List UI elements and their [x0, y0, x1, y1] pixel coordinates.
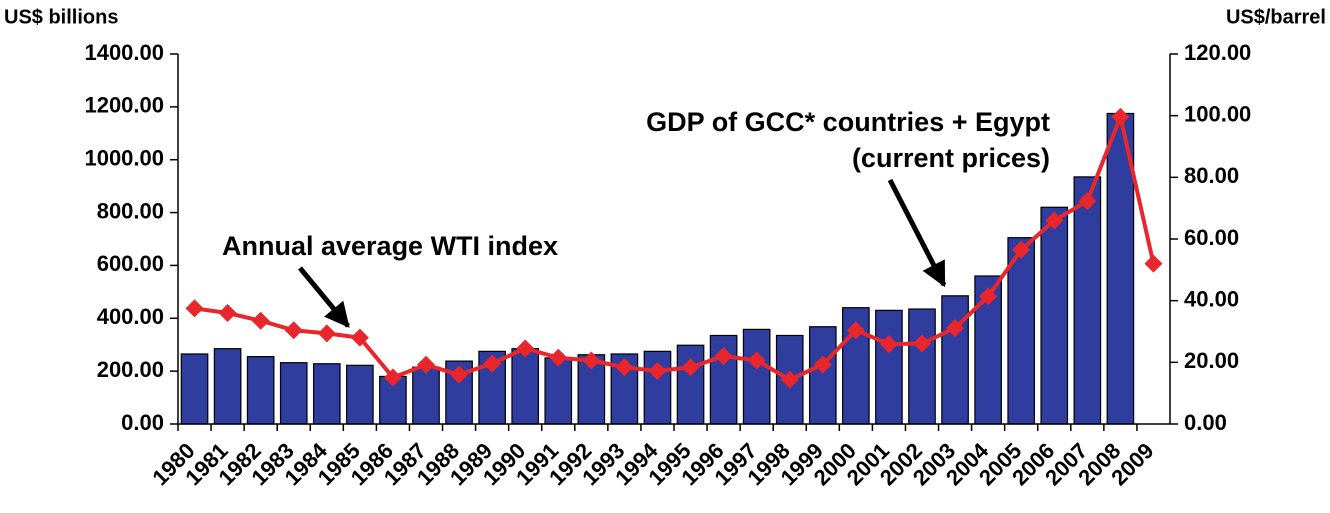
bar: [1007, 237, 1036, 425]
marker: [747, 351, 766, 370]
y2-axis-label: US$/barrel: [1226, 6, 1326, 28]
marker: [979, 287, 998, 306]
annotation-arrow: [887, 178, 947, 288]
marker: [516, 339, 535, 358]
marker: [648, 361, 667, 380]
marker: [251, 311, 270, 330]
y2-tick-label: 20.00: [1184, 348, 1239, 373]
y-tick-label: 600.00: [97, 251, 164, 276]
y-axis-label: US$ billions: [4, 6, 118, 28]
y-tick-label: 1000.00: [84, 146, 164, 171]
bar: [412, 366, 440, 425]
bar: [180, 353, 209, 425]
bar: [875, 309, 903, 425]
bar: [346, 364, 374, 425]
marker: [681, 358, 700, 377]
marker: [549, 348, 568, 367]
marker: [946, 319, 965, 338]
bar: [312, 363, 341, 425]
marker: [1144, 254, 1163, 273]
bar: [511, 348, 540, 425]
marker: [383, 368, 402, 387]
y2-tick-label: 100.00: [1184, 101, 1251, 126]
annotation: (current prices): [852, 143, 1050, 173]
marker: [913, 334, 931, 353]
marker: [350, 328, 369, 347]
y-tick-label: 400.00: [97, 304, 164, 329]
marker: [1111, 107, 1130, 126]
marker: [714, 347, 733, 366]
marker: [615, 358, 634, 377]
bar: [577, 354, 606, 425]
marker: [879, 335, 898, 354]
y2-tick-label: 80.00: [1184, 163, 1239, 188]
y-tick-label: 200.00: [97, 357, 164, 382]
bar: [1073, 176, 1102, 425]
bar: [742, 328, 771, 425]
marker: [185, 299, 204, 318]
y2-tick-label: 0.00: [1184, 410, 1227, 435]
bar: [279, 362, 308, 425]
annotation: Annual average WTI index: [222, 231, 558, 261]
marker: [317, 324, 336, 343]
annotation: GDP of GCC* countries + Egypt: [646, 107, 1050, 137]
marker: [284, 321, 303, 340]
y2-tick-label: 60.00: [1184, 225, 1239, 250]
marker: [483, 354, 502, 373]
marker: [1012, 240, 1031, 259]
bar: [941, 295, 969, 425]
marker: [1045, 211, 1064, 230]
y-tick-label: 1200.00: [84, 93, 164, 118]
marker: [846, 321, 865, 340]
annotation-arrow: [298, 266, 350, 328]
marker: [218, 304, 237, 322]
bar: [908, 308, 936, 425]
y2-tick-label: 120.00: [1184, 40, 1251, 65]
bar: [544, 357, 573, 425]
y-tick-label: 800.00: [97, 198, 164, 223]
marker: [813, 355, 832, 374]
bar: [246, 356, 275, 425]
marker: [450, 365, 469, 384]
marker: [417, 355, 435, 374]
bar: [808, 326, 837, 425]
marker: [780, 370, 799, 389]
bar: [213, 348, 242, 425]
marker: [582, 351, 601, 370]
y2-tick-label: 40.00: [1184, 286, 1239, 311]
bar: [1106, 112, 1135, 425]
y-tick-label: 1400.00: [84, 40, 164, 65]
bar: [1040, 206, 1069, 425]
y-tick-label: 0.00: [121, 410, 164, 435]
bar: [676, 344, 705, 425]
marker: [1078, 192, 1097, 211]
